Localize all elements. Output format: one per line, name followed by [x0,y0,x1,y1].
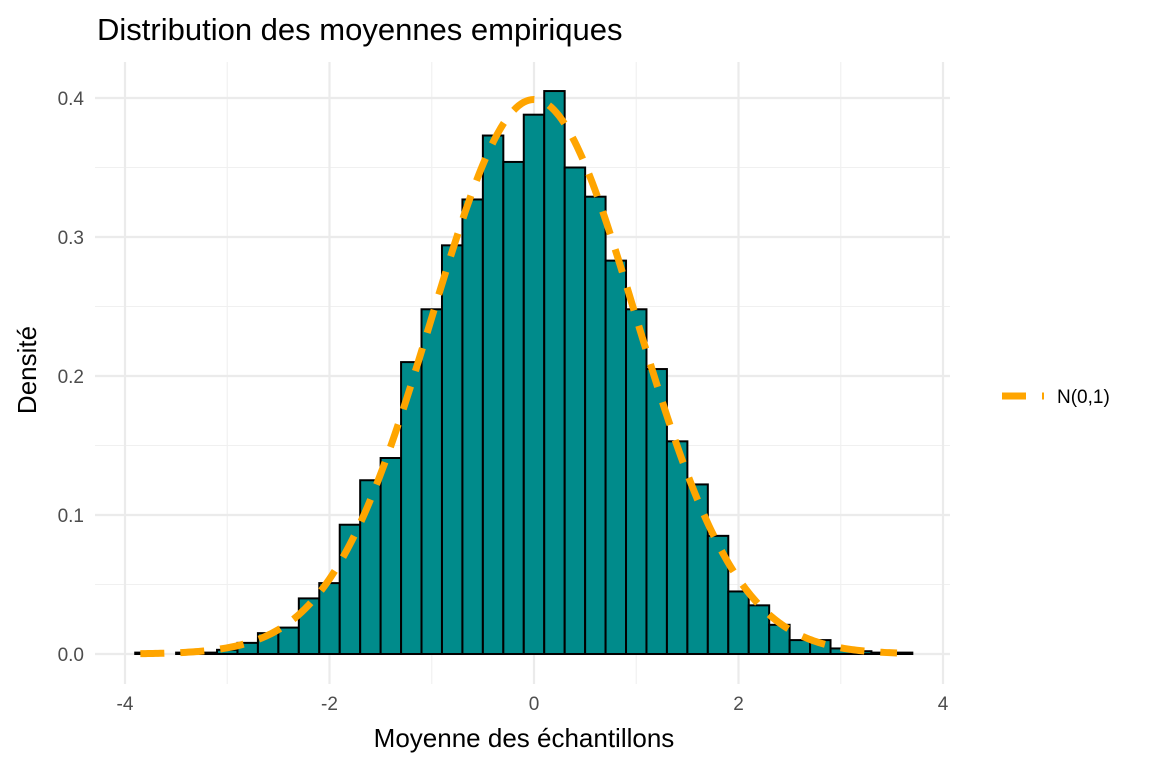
histogram-bar [379,457,403,656]
histogram-bar [665,440,689,655]
histogram-bar [318,582,341,655]
x-tick-label: 4 [938,694,949,715]
histogram-bar [461,198,484,655]
histogram-bar [522,113,546,656]
y-axis-title: Densité [12,326,42,414]
x-tick-label: -4 [117,694,134,715]
y-tick-label: 0.0 [58,645,84,666]
histogram-bar [563,166,587,655]
histogram-bar [686,483,709,656]
y-tick-label: 0.4 [58,89,85,110]
x-axis-title: Moyenne des échantillons [374,723,675,753]
y-tick-label: 0.2 [58,367,84,388]
histogram-bar [788,639,812,655]
histogram-bar [481,134,505,655]
histogram-bar [502,160,525,655]
histogram-bars [134,90,914,656]
histogram-bar [440,244,464,655]
x-tick-label: 2 [733,694,744,715]
histogram-bar [625,308,648,655]
x-tick-labels: -4 -2 0 2 4 [117,694,949,715]
legend: N(0,1) [1002,387,1110,408]
y-tick-label: 0.1 [58,506,84,527]
histogram-bar [604,259,628,655]
histogram-bar [727,590,750,656]
histogram-bar [420,308,443,655]
legend-label-n01: N(0,1) [1057,387,1110,408]
y-tick-label: 0.3 [58,228,84,249]
x-tick-label: -2 [321,694,338,715]
y-tick-labels: 0.0 0.1 0.2 0.3 0.4 [58,89,85,666]
chart-title: Distribution des moyennes empiriques [97,12,623,47]
histogram-bar [584,195,607,655]
histogram-bar [747,604,771,655]
x-tick-label: 0 [529,694,540,715]
histogram-bar [543,90,566,656]
normal-curve [140,95,898,658]
